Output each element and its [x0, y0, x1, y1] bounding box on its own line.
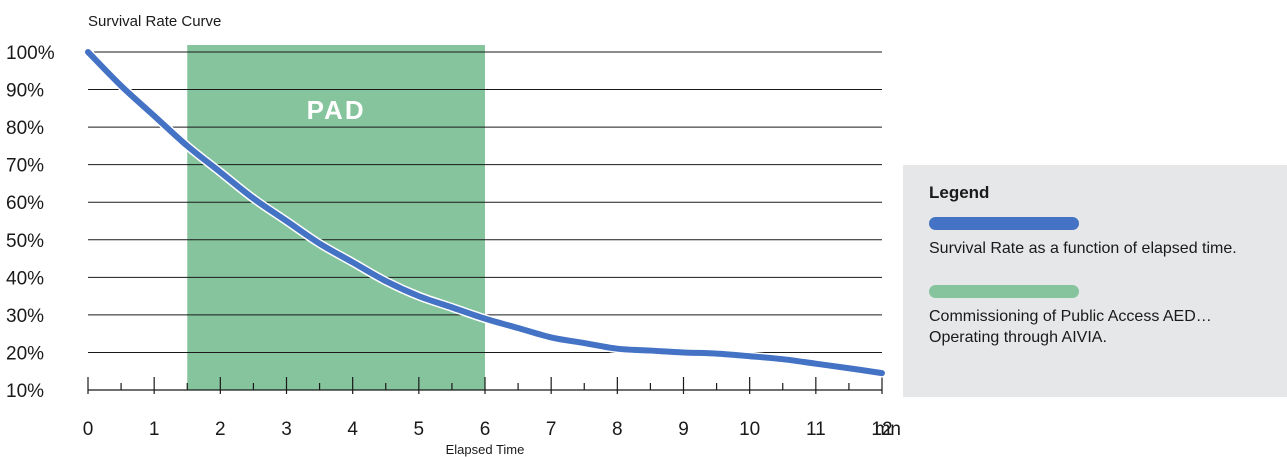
legend-swatch-survival: [929, 217, 1079, 230]
legend-swatch-pad: [929, 285, 1079, 298]
legend-title: Legend: [929, 183, 990, 202]
y-tick-label: 40%: [6, 268, 44, 289]
y-tick-label: 60%: [6, 193, 44, 214]
legend-item-survival: Survival Rate as a function of elapsed t…: [929, 217, 1287, 259]
y-tick-label: 90%: [6, 81, 44, 102]
x-tick-label: 2: [215, 419, 226, 440]
survival-rate-chart: Survival Rate Curve PAD 100% 90% 80% 70% 60%…: [6, 13, 900, 457]
legend-item-pad: Commissioning of Public Access AED… Oper…: [929, 285, 1287, 348]
x-tick-label: 7: [546, 419, 557, 440]
gridlines: [88, 51, 882, 353]
pad-band: [187, 45, 485, 390]
x-tick-label: 11: [806, 419, 826, 440]
x-axis: [87, 377, 883, 394]
y-tick-label: 80%: [6, 118, 44, 139]
y-tick-label: 50%: [6, 231, 44, 252]
y-tick-label: 100%: [6, 43, 55, 64]
y-tick-label: 10%: [6, 381, 44, 402]
x-tick-label: 4: [347, 419, 358, 440]
x-tick-label: 8: [612, 419, 623, 440]
x-tick-labels: 0 1 2 3 4 5 6 7 8 9 10 11 12: [83, 419, 893, 440]
series-layer: [83, 47, 887, 378]
x-tick-label: 10: [739, 419, 760, 440]
x-tick-label: 3: [281, 419, 292, 440]
x-axis-title: Elapsed Time: [446, 442, 525, 457]
survival-rate-line: [85, 49, 885, 377]
legend-panel: Legend Survival Rate as a function of el…: [903, 165, 1287, 397]
legend-label-survival: Survival Rate as a function of elapsed t…: [929, 240, 1237, 257]
x-tick-label: 5: [414, 419, 425, 440]
y-tick-label: 30%: [6, 306, 44, 327]
chart-title: Survival Rate Curve: [88, 13, 221, 30]
pad-band-layer: PAD: [187, 45, 485, 390]
x-tick-label: 6: [480, 419, 491, 440]
pad-band-label: PAD: [307, 95, 366, 125]
x-unit-label: mn: [875, 419, 900, 440]
legend-label-pad: Commissioning of Public Access AED… Oper…: [929, 308, 1212, 346]
y-tick-label: 70%: [6, 156, 44, 177]
x-tick-label: 1: [149, 419, 160, 440]
x-tick-label: 12: [871, 419, 892, 440]
y-tick-label: 20%: [6, 343, 44, 364]
y-tick-labels: 100% 90% 80% 70% 60% 50% 40% 30% 20% 10%: [6, 43, 55, 402]
x-tick-label: 0: [83, 419, 94, 440]
x-tick-label: 9: [678, 419, 689, 440]
